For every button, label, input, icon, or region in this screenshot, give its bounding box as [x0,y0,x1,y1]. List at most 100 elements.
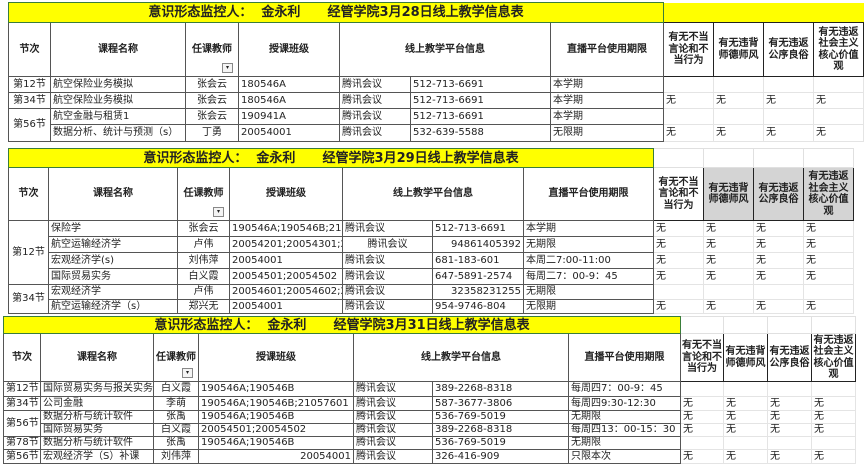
duration-cell[interactable]: 本学期 [549,76,665,93]
filter-icon[interactable]: ▾ [213,207,224,217]
platform-cell[interactable]: 腾讯会议 [353,449,433,464]
title-cell-empty[interactable] [767,316,813,334]
check-cell-4[interactable] [813,76,864,93]
check-cell-1[interactable]: 无 [680,423,725,437]
header-check-1[interactable]: 有无不当言论和不当行为 [653,167,705,221]
header-teacher[interactable]: 任课教师 ▾ [153,333,199,382]
teacher-cell[interactable]: 丁勇 [185,124,239,142]
duration-cell[interactable]: 每周四9:30-12:30 [567,396,682,411]
class-cell[interactable]: 190546A;190546B;21057601 [198,396,354,411]
header-check-2[interactable]: 有无违背师德师风 [713,22,765,77]
check-cell-2[interactable]: 无 [703,268,755,285]
duration-cell[interactable]: 无期限 [522,284,655,300]
course-cell[interactable]: 航空保险业务模拟 [50,92,186,109]
check-cell-3[interactable]: 无 [763,92,815,109]
duration-cell[interactable]: 无期限 [567,410,682,424]
sheet-title[interactable]: 意识形态监控人： 金永利 经管学院3月31日线上教学信息表 [2,316,682,334]
period-cell[interactable]: 第56节 [3,410,41,437]
meeting-id-cell[interactable]: 326-416-909 [432,449,569,464]
platform-cell[interactable]: 腾讯会议 [353,381,433,397]
title-cell-empty[interactable] [653,148,705,168]
course-cell[interactable]: 宏观经济学 [48,284,178,300]
check-cell-2[interactable]: 无 [723,423,769,437]
meeting-id-cell[interactable]: 32358231255 [432,284,524,300]
period-cell[interactable]: 第56节 [8,108,51,142]
check-cell-3[interactable]: 无 [753,252,805,269]
check-cell-3[interactable]: 无 [767,449,813,464]
check-cell-4[interactable]: 无 [811,423,857,437]
header-platform[interactable]: 线上教学平台信息 [353,333,569,382]
class-cell[interactable]: 20054501;20054502 [198,423,354,437]
teacher-cell[interactable]: 白义霞 [153,423,199,437]
course-cell[interactable]: 国际贸易实务与报关实务 [40,381,154,397]
meeting-id-cell[interactable]: 512-713-6691 [410,76,551,93]
check-cell-1[interactable]: 无 [680,449,725,464]
platform-cell[interactable]: 腾讯会议 [339,76,411,93]
title-cell-empty[interactable] [753,148,805,168]
header-duration[interactable]: 直播平台使用期限 [522,167,655,221]
duration-cell[interactable]: 本学期 [549,108,665,125]
check-cell-4[interactable]: 无 [811,396,857,411]
check-cell-3[interactable] [767,436,813,450]
course-cell[interactable]: 航空保险业务模拟 [50,76,186,93]
meeting-id-cell[interactable]: 512-713-6691 [432,220,524,237]
meeting-id-cell[interactable]: 681-183-601 [432,252,524,269]
check-cell-2[interactable] [713,76,765,93]
class-cell[interactable]: 180546A [238,92,340,109]
class-cell[interactable]: 20054001 [229,252,343,269]
class-cell[interactable]: 180546A [238,76,340,93]
duration-cell[interactable]: 本周二7:00-11:00 [522,252,655,269]
header-check-4[interactable]: 有无违返社会主义核心价值观 [811,333,857,382]
check-cell-1[interactable] [680,381,725,397]
teacher-cell[interactable]: 张会云 [185,92,239,109]
header-class[interactable]: 授课班级 [198,333,354,382]
check-cell-1[interactable] [663,76,715,93]
teacher-cell[interactable]: 卢伟 [177,284,230,300]
platform-cell[interactable]: 腾讯会议 [353,436,433,450]
title-cell-empty[interactable] [663,2,714,23]
meeting-id-cell[interactable]: 512-713-6691 [410,108,551,125]
check-cell-4[interactable] [811,381,857,397]
duration-cell[interactable]: 无限期 [522,299,655,314]
title-cell-empty[interactable] [763,2,814,23]
check-cell-3[interactable] [763,108,815,125]
period-cell[interactable]: 第12节 [3,381,41,397]
platform-cell[interactable]: 腾讯会议 [353,410,433,424]
check-cell-2[interactable] [723,381,769,397]
course-cell[interactable]: 保险学 [48,220,178,237]
header-period[interactable]: 节次 [8,22,51,77]
teacher-cell[interactable]: 白义霞 [177,268,230,285]
teacher-cell[interactable]: 刘伟萍 [177,252,230,269]
platform-cell[interactable]: 腾讯会议 [342,299,433,314]
header-check-3[interactable]: 有无违返公序良俗 [753,167,805,221]
check-cell-4[interactable]: 无 [813,124,864,142]
class-cell[interactable]: 190941A [238,108,340,125]
header-platform[interactable]: 线上教学平台信息 [342,167,524,221]
course-cell[interactable]: 宏观经济学（S）补课 [40,449,154,464]
check-cell-2[interactable]: 无 [703,236,755,253]
teacher-cell[interactable]: 卢伟 [177,236,230,253]
check-cell-1[interactable]: 无 [653,220,705,237]
period-cell[interactable]: 第56节 [3,449,41,464]
sheet-title[interactable]: 意识形态监控人： 金永利 经管学院3月28日线上教学信息表 [7,2,665,23]
meeting-id-cell[interactable]: 536-769-5019 [432,410,569,424]
header-course[interactable]: 课程名称 [48,167,178,221]
check-cell-1[interactable]: 无 [663,124,715,142]
header-class[interactable]: 授课班级 [229,167,343,221]
teacher-cell[interactable]: 张会云 [185,108,239,125]
meeting-id-cell[interactable]: 389-2268-8318 [432,381,569,397]
platform-cell[interactable]: 腾讯会议 [353,396,433,411]
period-cell[interactable]: 第12节 [8,76,51,93]
check-cell-2[interactable]: 无 [723,410,769,424]
check-cell-2[interactable]: 无 [723,449,769,464]
course-cell[interactable]: 公司金融 [40,396,154,411]
check-cell-1[interactable]: 无 [680,396,725,411]
sheet-title[interactable]: 意识形态监控人： 金永利 经管学院3月29日线上教学信息表 [7,148,655,168]
class-cell[interactable]: 20054001 [229,299,343,314]
period-cell[interactable]: 第12节 [8,220,49,285]
teacher-cell[interactable]: 白义霞 [153,381,199,397]
header-course[interactable]: 课程名称 [40,333,154,382]
duration-cell[interactable]: 本学期 [549,92,665,109]
check-cell-4[interactable] [811,436,857,450]
check-cell-3[interactable]: 无 [753,220,805,237]
